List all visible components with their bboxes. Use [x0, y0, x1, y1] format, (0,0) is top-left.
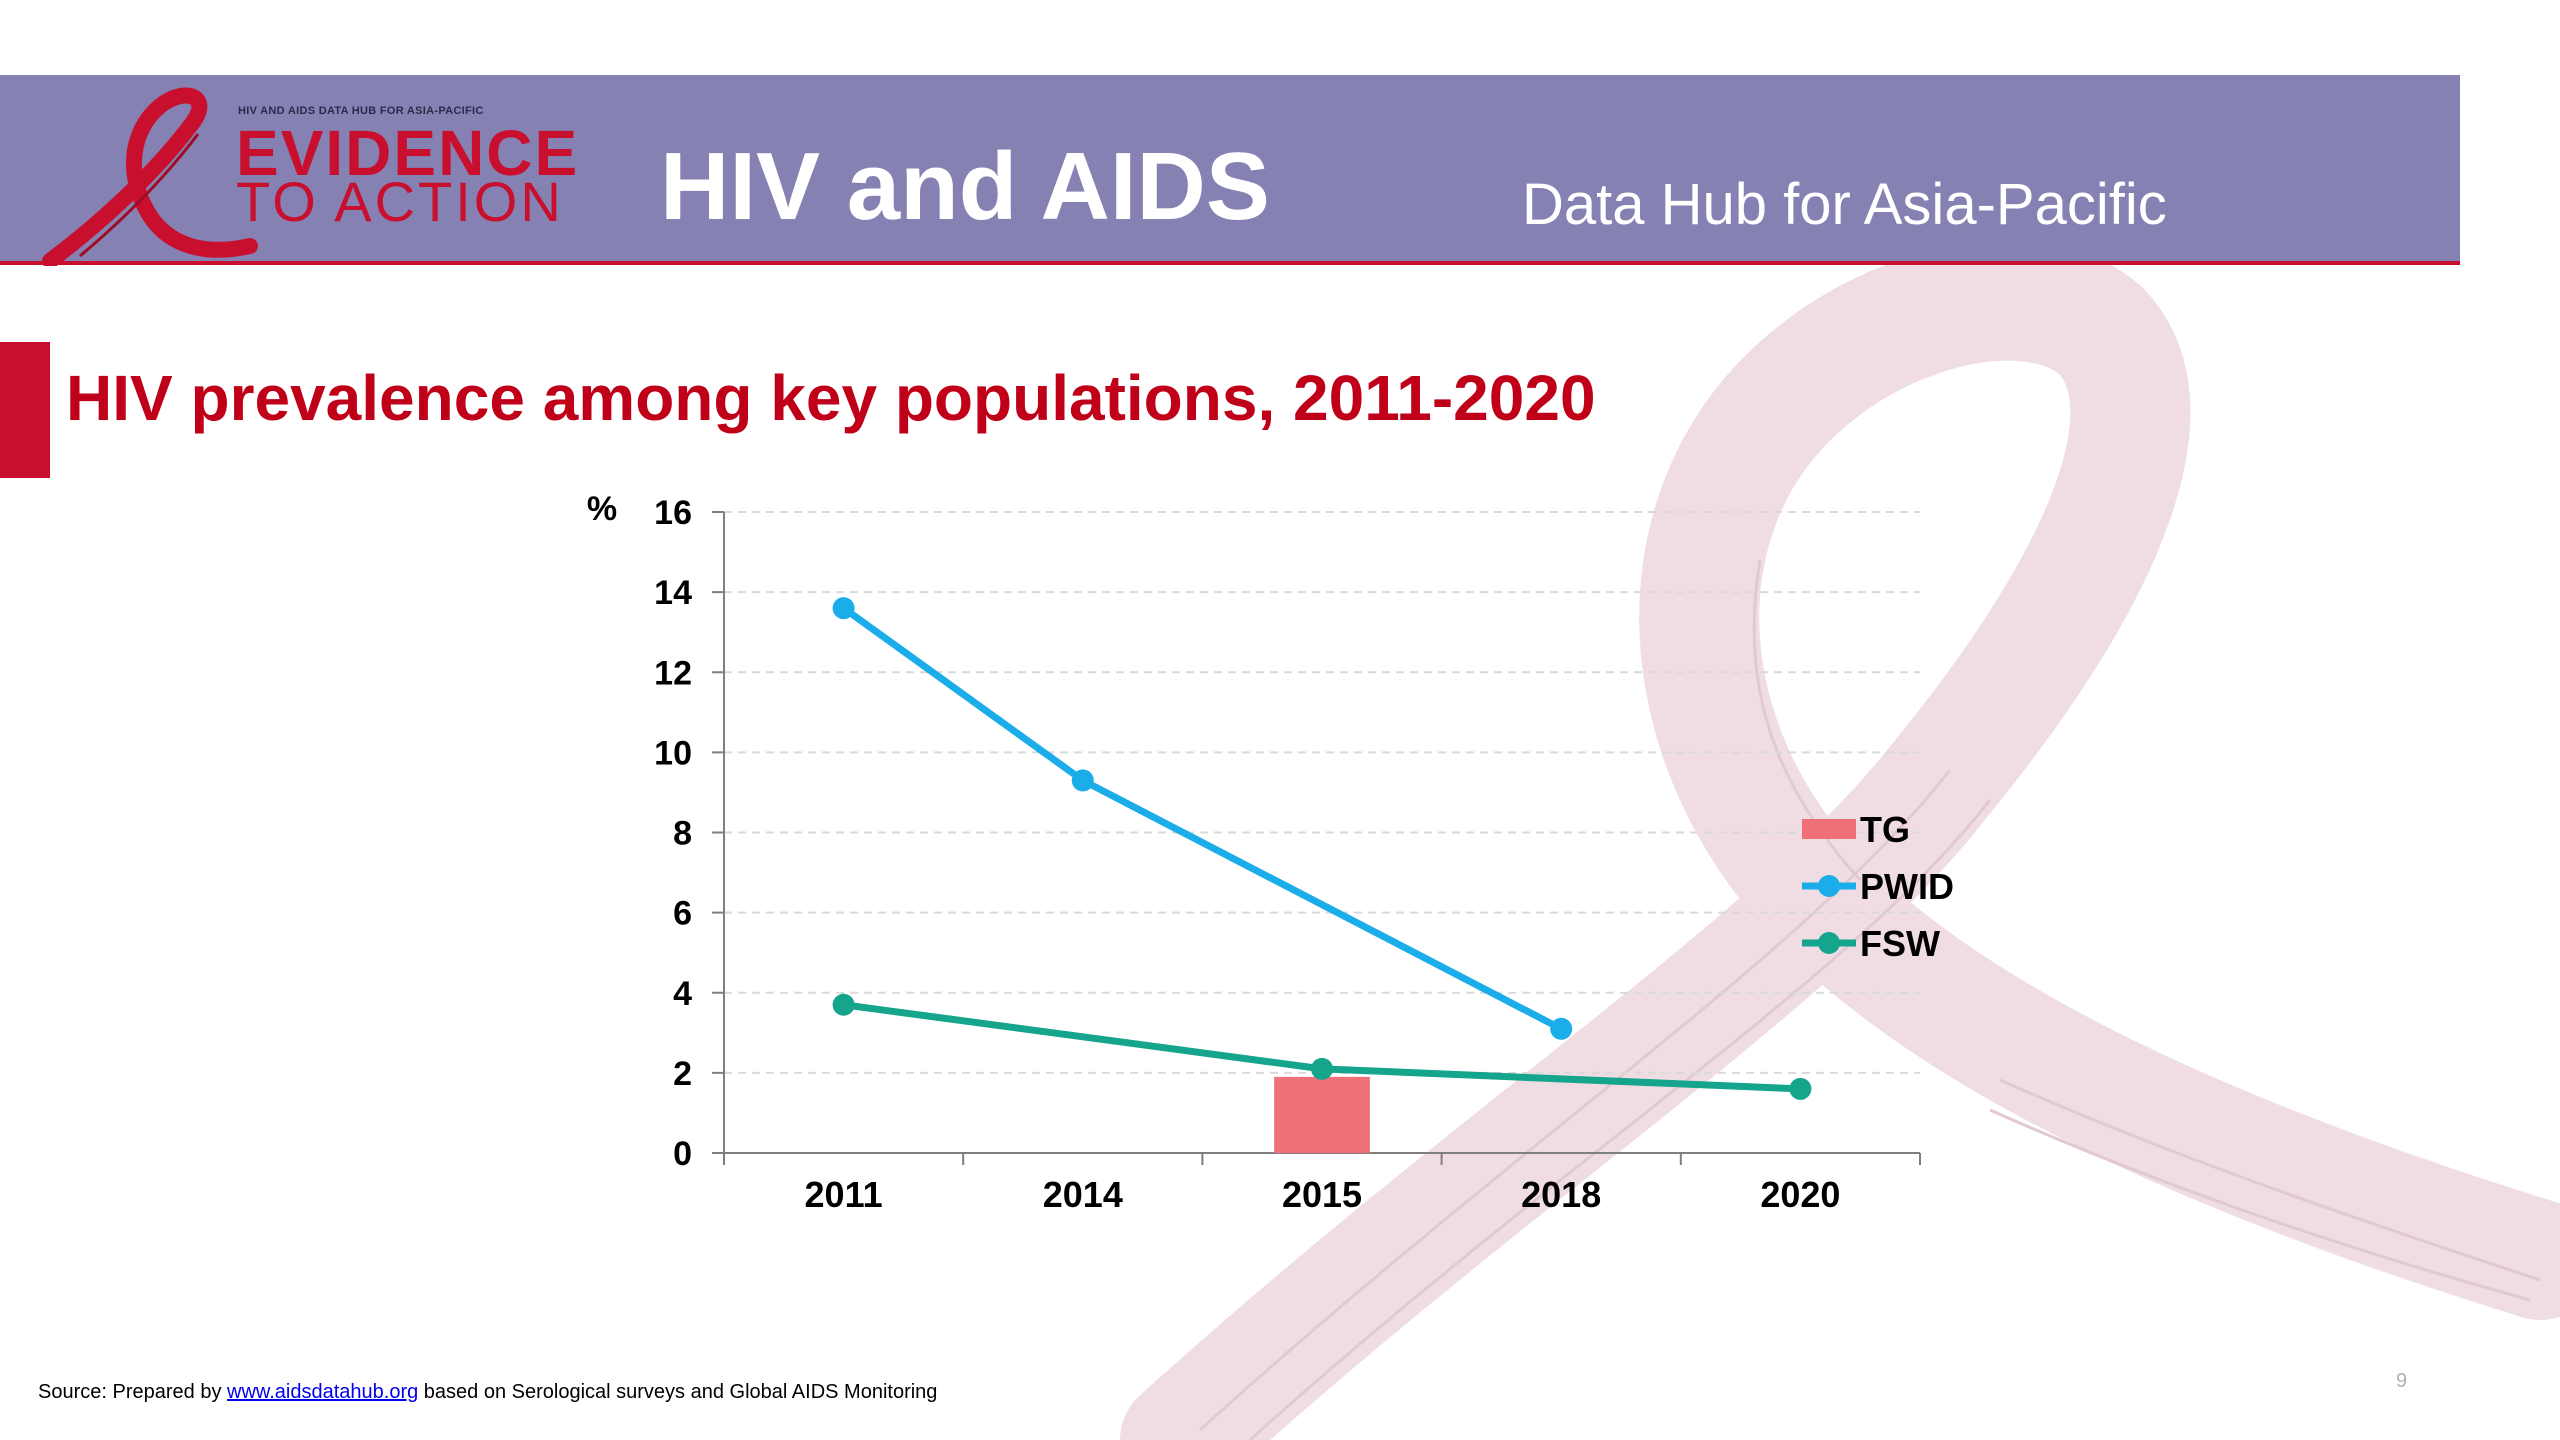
page-number: 9 — [2396, 1370, 2408, 1392]
y-tick-label: 4 — [673, 975, 692, 1013]
legend-marker-fsw — [1818, 932, 1840, 954]
source-note: Source: Prepared by www.aidsdatahub.org … — [38, 1380, 937, 1404]
y-axis-label: % — [587, 490, 617, 528]
x-tick-label: 2015 — [1282, 1174, 1362, 1215]
line-pwid — [841, 605, 1563, 1032]
point-pwid — [832, 597, 855, 620]
section-accent-bar — [0, 342, 50, 478]
header-subtitle: Data Hub for Asia-Pacific — [1522, 172, 2167, 237]
header-title: HIV and AIDS — [660, 133, 1270, 240]
evidence-to-action-logo — [40, 86, 600, 266]
logo-to-action: TO ACTION — [236, 170, 564, 233]
legend-swatch-tg — [1802, 819, 1856, 839]
y-tick-label: 12 — [654, 654, 692, 692]
legend-label-fsw: FSW — [1860, 923, 1940, 964]
point-pwid — [1550, 1017, 1573, 1040]
y-tick-label: 16 — [654, 494, 692, 532]
y-tick-label: 14 — [654, 574, 692, 612]
slide-title: HIV prevalence among key populations, 20… — [66, 362, 1596, 434]
x-tick-label: 2018 — [1521, 1174, 1601, 1215]
logo-tagline: HIV AND AIDS DATA HUB FOR ASIA-PACIFIC — [238, 105, 484, 117]
red-ribbon-icon — [42, 87, 258, 266]
point-fsw — [1311, 1057, 1333, 1080]
x-tick-label: 2011 — [805, 1174, 883, 1215]
y-tick-label: 0 — [673, 1135, 692, 1173]
y-tick-label: 2 — [673, 1055, 692, 1093]
bar-tg — [1274, 1076, 1370, 1153]
header-band — [0, 75, 2460, 265]
y-tick-label: 6 — [673, 895, 692, 933]
y-tick-label: 8 — [673, 815, 692, 853]
source-suffix: based on Serological surveys and Global … — [418, 1381, 938, 1403]
source-prefix: Source: Prepared by — [38, 1381, 227, 1403]
legend-label-tg: TG — [1860, 809, 1910, 850]
x-tick-label: 2020 — [1760, 1174, 1840, 1215]
x-tick-label: 2014 — [1043, 1174, 1123, 1215]
legend-marker-pwid — [1818, 875, 1840, 897]
y-tick-label: 10 — [654, 734, 692, 772]
point-fsw — [832, 993, 855, 1016]
source-link[interactable]: www.aidsdatahub.org — [227, 1381, 419, 1403]
point-pwid — [1071, 769, 1094, 792]
legend-label-pwid: PWID — [1860, 866, 1954, 907]
point-fsw — [1789, 1077, 1812, 1100]
logo-evidence: EVIDENCE — [236, 117, 580, 189]
